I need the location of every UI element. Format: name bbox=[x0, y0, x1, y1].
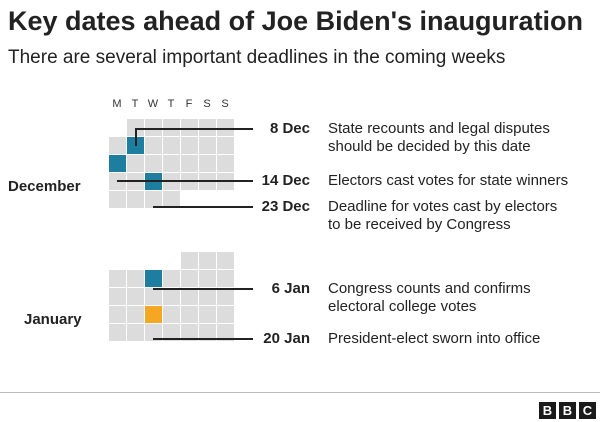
event-desc-20-jan: President-elect sworn into office bbox=[328, 330, 540, 348]
event-desc-line: should be decided by this date bbox=[328, 138, 531, 155]
weekday-tue: T bbox=[131, 98, 139, 110]
weekday-fri: F bbox=[185, 98, 193, 110]
december-day-cell bbox=[199, 119, 216, 136]
bbc-logo-letter: C bbox=[579, 402, 596, 419]
event-date-14-dec: 14 Dec bbox=[261, 172, 310, 189]
month-label-december: December bbox=[8, 178, 81, 195]
event-desc-line: Electors cast votes for state winners bbox=[328, 172, 569, 189]
january-day-cell bbox=[199, 306, 216, 323]
december-day-cell bbox=[145, 155, 162, 172]
december-day-cell bbox=[145, 191, 162, 208]
december-day-cell bbox=[181, 155, 198, 172]
december-day-cell bbox=[199, 137, 216, 154]
december-day-cell bbox=[145, 119, 162, 136]
january-day-cell bbox=[217, 288, 234, 305]
january-day-cell bbox=[109, 270, 126, 287]
january-day-cell bbox=[217, 252, 234, 269]
event-date-6-jan: 6 Jan bbox=[271, 280, 310, 297]
event-desc-line: State recounts and legal disputes bbox=[328, 120, 550, 137]
january-day-cell bbox=[181, 288, 198, 305]
january-day-cell bbox=[127, 306, 144, 323]
leader-8-dec bbox=[135, 128, 253, 130]
december-day-cell bbox=[163, 119, 180, 136]
december-highlight-cell bbox=[109, 155, 126, 172]
weekday-mon: M bbox=[112, 98, 122, 110]
january-day-cell bbox=[199, 252, 216, 269]
january-day-cell bbox=[217, 306, 234, 323]
event-date-8-dec: 8 Dec bbox=[269, 120, 310, 137]
december-day-cell bbox=[145, 137, 162, 154]
event-desc-line: Congress counts and confirms bbox=[328, 280, 531, 297]
december-day-cell bbox=[199, 155, 216, 172]
event-date-23-dec: 23 Dec bbox=[261, 198, 310, 215]
footer-divider bbox=[0, 392, 600, 393]
january-day-cell bbox=[109, 288, 126, 305]
january-day-cell bbox=[145, 324, 162, 341]
weekday-wed: W bbox=[147, 98, 159, 110]
january-day-cell bbox=[181, 324, 198, 341]
january-day-cell bbox=[181, 252, 198, 269]
event-desc-8-dec: State recounts and legal disputes should… bbox=[328, 120, 550, 156]
january-highlight-cell bbox=[145, 270, 162, 287]
january-day-cell bbox=[163, 288, 180, 305]
december-day-cell bbox=[163, 137, 180, 154]
event-desc-line: President-elect sworn into office bbox=[328, 330, 541, 347]
leader-14-dec bbox=[117, 180, 253, 182]
december-day-cell bbox=[217, 119, 234, 136]
january-day-cell bbox=[163, 270, 180, 287]
january-day-cell bbox=[199, 288, 216, 305]
weekday-thu: T bbox=[167, 98, 175, 110]
event-desc-23-dec: Deadline for votes cast by electors to b… bbox=[328, 198, 557, 234]
december-day-cell bbox=[127, 191, 144, 208]
january-day-cell bbox=[163, 306, 180, 323]
chart-title: Key dates ahead of Joe Biden's inaugurat… bbox=[8, 6, 584, 36]
month-label-january: January bbox=[24, 311, 82, 328]
leader-20-jan bbox=[153, 338, 253, 340]
december-day-cell bbox=[217, 155, 234, 172]
december-day-cell bbox=[109, 191, 126, 208]
january-day-cell bbox=[217, 324, 234, 341]
event-desc-line: to be received by Congress bbox=[328, 216, 511, 233]
chart-subtitle: There are several important deadlines in… bbox=[8, 47, 506, 68]
december-day-cell bbox=[127, 155, 144, 172]
event-date-20-jan: 20 Jan bbox=[263, 330, 310, 347]
weekday-sat: S bbox=[203, 98, 211, 110]
event-desc-line: electoral college votes bbox=[328, 298, 477, 315]
december-day-cell bbox=[127, 119, 144, 136]
january-highlight-cell bbox=[145, 306, 162, 323]
january-day-cell bbox=[145, 288, 162, 305]
january-day-cell bbox=[127, 324, 144, 341]
december-day-cell bbox=[163, 191, 180, 208]
event-desc-6-jan: Congress counts and confirms electoral c… bbox=[328, 280, 531, 316]
january-day-cell bbox=[199, 324, 216, 341]
january-day-cell bbox=[163, 324, 180, 341]
leader-6-jan bbox=[153, 288, 253, 290]
leader-23-dec bbox=[153, 206, 253, 208]
december-day-cell bbox=[181, 119, 198, 136]
january-day-cell bbox=[181, 270, 198, 287]
january-day-cell bbox=[127, 288, 144, 305]
weekday-sun: S bbox=[221, 98, 229, 110]
event-desc-line: Deadline for votes cast by electors bbox=[328, 198, 558, 215]
december-day-cell bbox=[109, 137, 126, 154]
january-day-cell bbox=[181, 306, 198, 323]
january-day-cell bbox=[109, 306, 126, 323]
bbc-logo: B B C bbox=[539, 402, 596, 419]
january-day-cell bbox=[199, 270, 216, 287]
event-desc-14-dec: Electors cast votes for state winners bbox=[328, 172, 568, 190]
december-day-cell bbox=[163, 155, 180, 172]
december-day-cell bbox=[181, 137, 198, 154]
january-day-cell bbox=[109, 324, 126, 341]
january-day-cell bbox=[127, 270, 144, 287]
december-day-cell bbox=[217, 137, 234, 154]
bbc-logo-letter: B bbox=[539, 402, 556, 419]
bbc-logo-letter: B bbox=[559, 402, 576, 419]
january-day-cell bbox=[217, 270, 234, 287]
leader-8-dec-vertical bbox=[135, 128, 137, 146]
